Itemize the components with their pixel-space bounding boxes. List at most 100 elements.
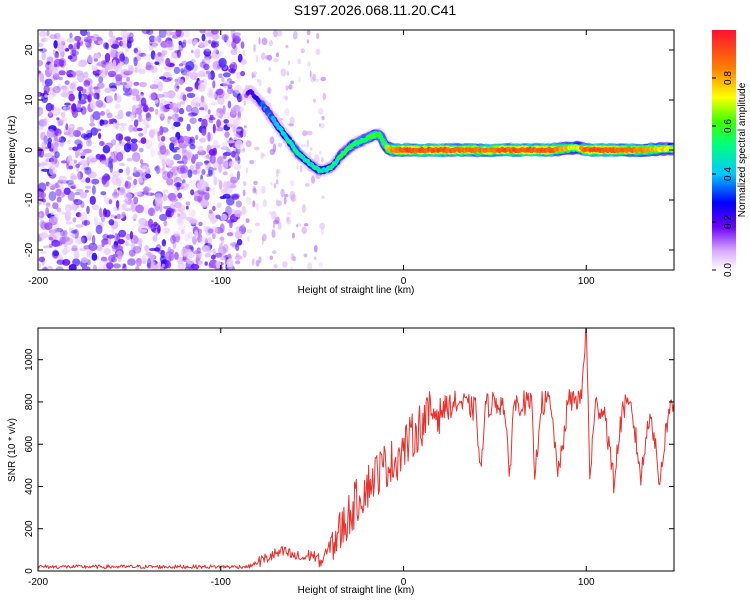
noise-point (226, 38, 231, 48)
noise-point (131, 104, 137, 114)
noise-point (277, 221, 282, 230)
noise-point (114, 93, 122, 104)
noise-point (217, 156, 224, 165)
noise-point (112, 194, 118, 200)
noise-point (92, 111, 101, 121)
noise-point (56, 196, 62, 203)
noise-point (286, 216, 290, 222)
noise-point (169, 168, 175, 174)
noise-point (155, 164, 161, 175)
noise-point (47, 55, 53, 63)
noise-point (181, 145, 187, 154)
noise-point (167, 116, 172, 120)
noise-point (234, 128, 242, 132)
noise-point (130, 111, 136, 116)
noise-point (314, 78, 319, 83)
noise-point (318, 261, 324, 268)
noise-point (61, 160, 67, 164)
snr-y-axis-label: SNR (10 * v/v) (7, 418, 18, 482)
noise-point (218, 57, 227, 68)
noise-point (176, 85, 180, 89)
noise-point (315, 32, 320, 40)
noise-point (156, 81, 164, 92)
noise-point (261, 52, 266, 61)
noise-point (219, 236, 225, 241)
noise-point (170, 234, 176, 244)
noise-point (216, 88, 225, 99)
noise-point (258, 256, 262, 264)
noise-point (130, 88, 140, 97)
noise-point (114, 103, 121, 110)
noise-point (253, 44, 256, 53)
noise-point (234, 84, 243, 94)
noise-point (213, 176, 218, 186)
noise-point (143, 125, 148, 135)
noise-point (89, 157, 98, 163)
noise-point (50, 210, 55, 216)
noise-point (283, 194, 289, 198)
noise-point (81, 266, 91, 270)
noise-point (313, 256, 317, 261)
noise-point (85, 39, 92, 48)
noise-point (76, 188, 84, 193)
noise-point (90, 100, 96, 110)
noise-point (158, 108, 165, 118)
noise-point (204, 261, 208, 266)
noise-point (229, 173, 234, 179)
noise-point (318, 123, 321, 127)
noise-point (134, 169, 144, 178)
noise-point (86, 31, 91, 37)
noise-point (88, 242, 98, 252)
noise-point (138, 147, 144, 153)
noise-point (38, 59, 44, 67)
noise-point (222, 105, 226, 115)
noise-point (121, 39, 127, 49)
noise-point (273, 182, 277, 189)
noise-point (169, 197, 179, 203)
noise-point (125, 243, 134, 247)
noise-point (126, 40, 132, 49)
noise-point (235, 252, 240, 258)
noise-point (79, 191, 88, 199)
noise-point (112, 263, 121, 269)
noise-point (241, 205, 247, 215)
noise-point (77, 61, 86, 68)
noise-point (236, 106, 244, 113)
noise-point (159, 102, 164, 112)
noise-point (265, 55, 269, 60)
noise-point (99, 141, 105, 146)
noise-point (260, 152, 264, 160)
noise-point (243, 125, 247, 129)
noise-point (158, 30, 167, 38)
noise-point (91, 37, 98, 42)
noise-point (198, 70, 206, 78)
noise-point (231, 194, 240, 201)
noise-point (252, 74, 256, 78)
noise-point (130, 138, 138, 144)
noise-point (121, 203, 127, 211)
noise-point (270, 182, 273, 186)
noise-point (68, 227, 72, 233)
noise-point (185, 86, 193, 92)
noise-point (132, 246, 142, 254)
noise-point (89, 250, 94, 255)
noise-point (319, 122, 325, 129)
noise-point (273, 219, 279, 225)
noise-point (68, 264, 77, 270)
noise-point (251, 258, 255, 266)
noise-point (262, 199, 267, 208)
noise-point (124, 207, 132, 212)
noise-point (133, 57, 138, 67)
noise-point (48, 165, 55, 176)
noise-point (76, 40, 81, 50)
noise-point (84, 167, 90, 171)
noise-point (235, 243, 240, 252)
noise-point (221, 34, 229, 41)
noise-point (201, 118, 208, 129)
x-tick-label: -200 (28, 276, 48, 287)
noise-point (66, 37, 75, 43)
noise-point (253, 180, 258, 186)
noise-point (45, 115, 50, 123)
noise-point (104, 142, 113, 149)
noise-point (218, 73, 223, 79)
